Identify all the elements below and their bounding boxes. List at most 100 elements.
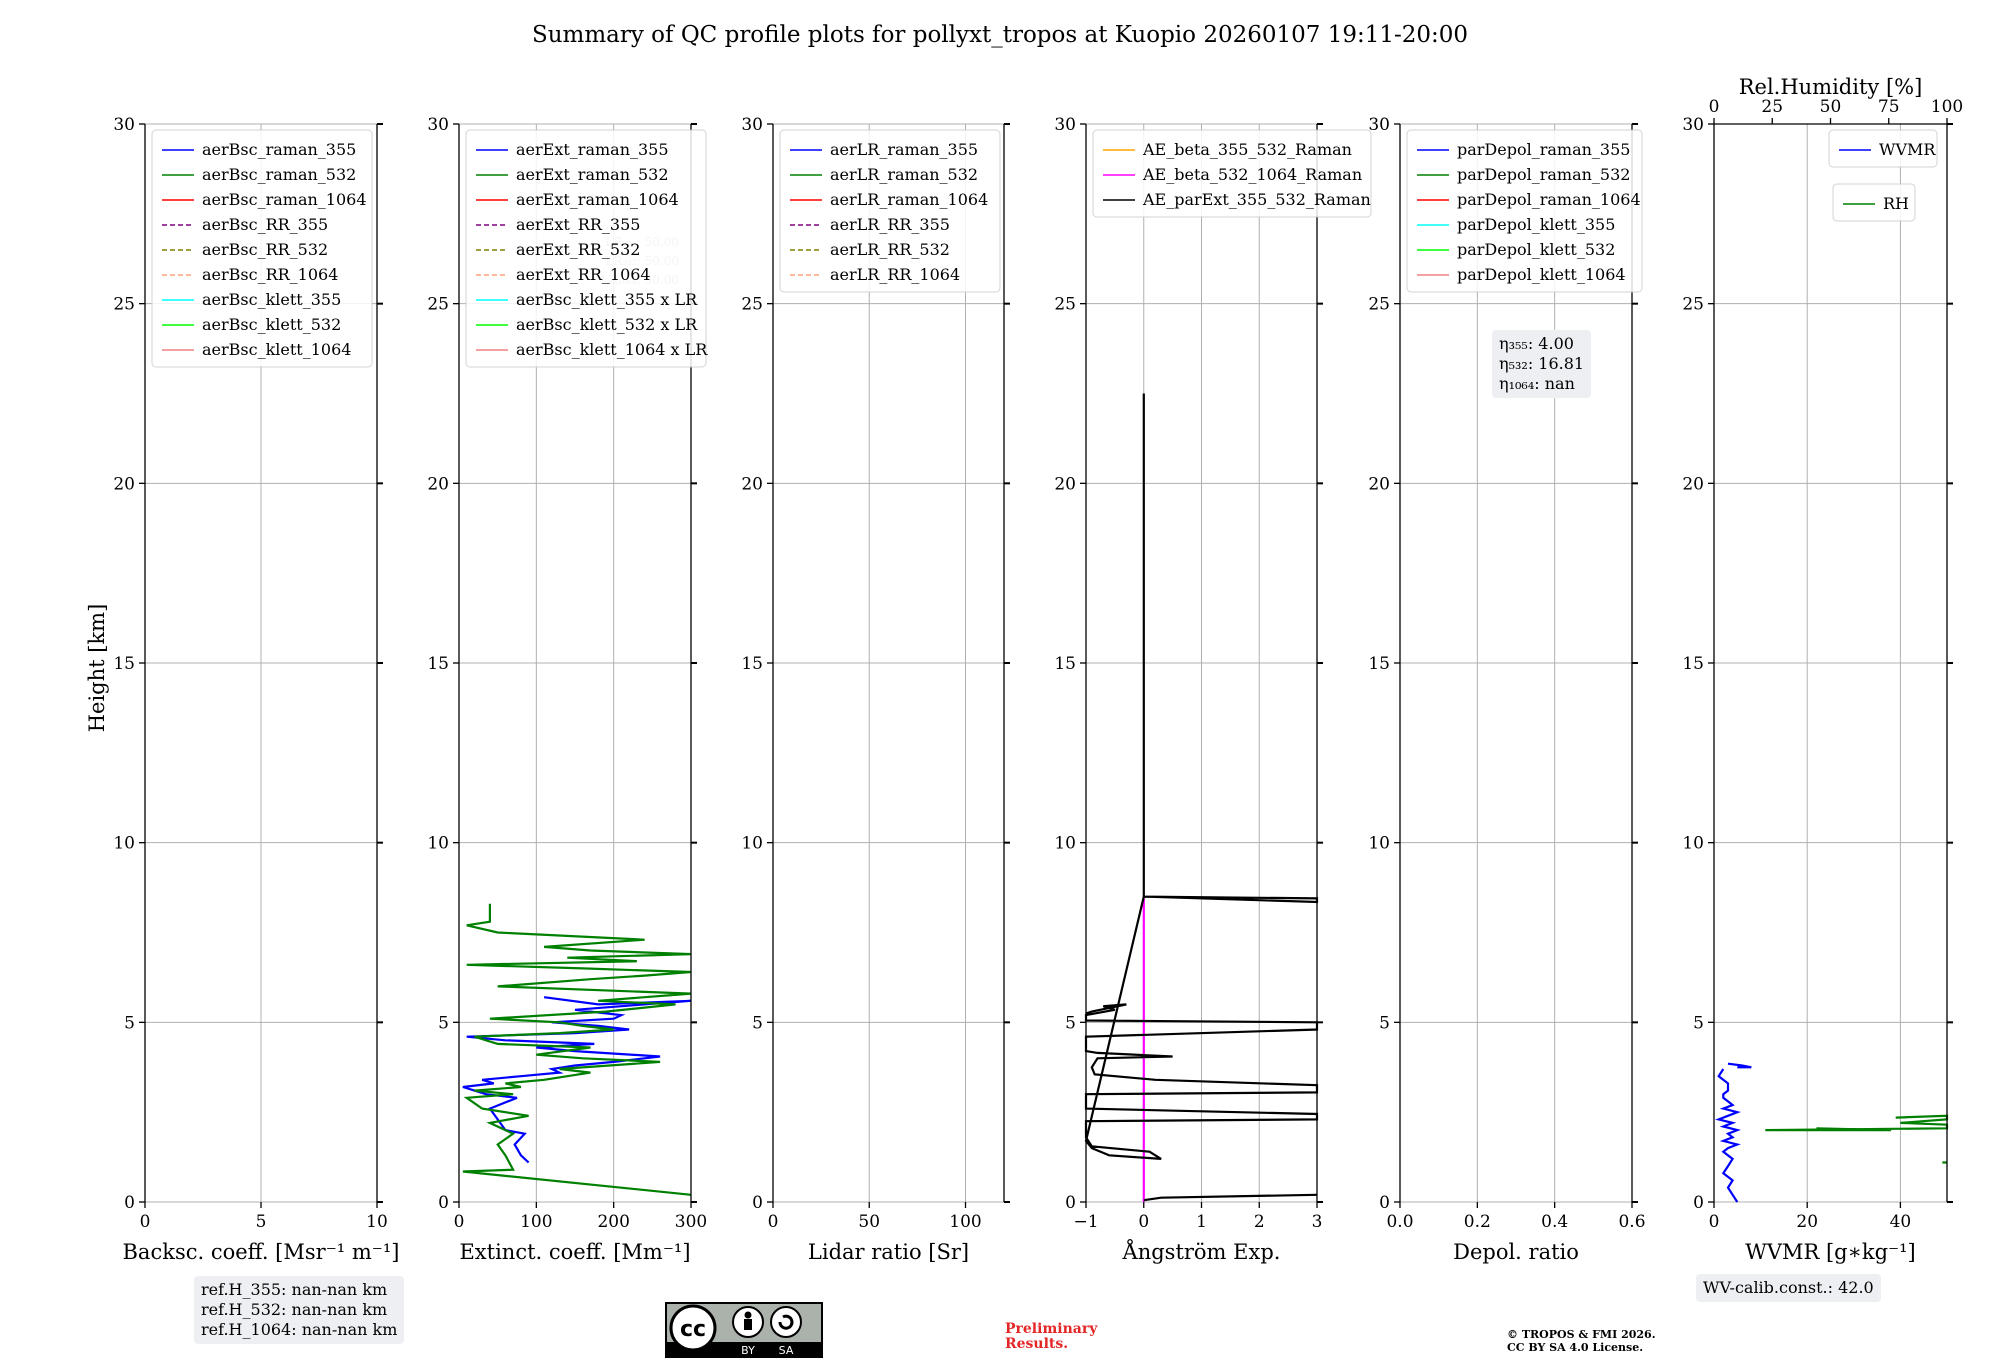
- x-tick-label: 0.6: [1618, 1212, 1645, 1232]
- legend-label: aerBsc_RR_1064: [202, 265, 338, 284]
- panel-lr: 0 5 10 15 20 25 30 0 50 100 Lidar ratio [Sr] aerLR_…: [741, 115, 1010, 1264]
- legend-label: parDepol_klett_1064: [1457, 265, 1626, 284]
- y-tick-label: 30: [1682, 115, 1704, 135]
- eta-532: η₅₃₂: 16.81: [1499, 354, 1585, 373]
- y-tick-label: 5: [752, 1013, 763, 1033]
- figure-title: Summary of QC profile plots for pollyxt_…: [531, 22, 1469, 48]
- x-tick-label: −1: [1073, 1212, 1098, 1232]
- preliminary-line1: Preliminary: [1005, 1321, 1098, 1337]
- legend-label: parDepol_klett_532: [1457, 240, 1615, 259]
- copyright-line1: © TROPOS & FMI 2026.: [1507, 1328, 1656, 1341]
- legend-label: aerExt_RR_532: [516, 240, 640, 259]
- y-tick-label: 0: [1693, 1193, 1704, 1213]
- x-axis-label: Backsc. coeff. [Msr⁻¹ m⁻¹]: [123, 1240, 400, 1264]
- y-tick-label: 30: [427, 115, 449, 135]
- legend-label: aerBsc_RR_355: [202, 215, 328, 234]
- x-tick-label: 0.2: [1464, 1212, 1491, 1232]
- top-x-tick-label: 0: [1709, 97, 1720, 117]
- x-tick-label: 10: [366, 1212, 388, 1232]
- y-tick-label: 15: [427, 654, 449, 674]
- eta-info-box: η₃₅₅: 4.00 η₅₃₂: 16.81 η₁₀₆₄: nan: [1492, 330, 1592, 398]
- legend-label: parDepol_raman_532: [1457, 165, 1630, 184]
- legend-label: aerExt_RR_1064: [516, 265, 651, 284]
- series-WVMR: [1715, 1068, 1741, 1203]
- x-axis-label: Depol. ratio: [1453, 1240, 1579, 1264]
- x-axis-label: Extinct. coeff. [Mm⁻¹]: [459, 1240, 690, 1264]
- y-tick-label: 0: [752, 1193, 763, 1213]
- legend-label: aerLR_RR_532: [830, 240, 950, 259]
- x-tick-label: 40: [1890, 1212, 1912, 1232]
- y-tick-label: 15: [1368, 654, 1390, 674]
- x-tick-label: 0: [1138, 1212, 1149, 1232]
- y-tick-label: 20: [741, 474, 763, 494]
- cc-by: BY: [741, 1344, 755, 1357]
- legend-label: WVMR: [1879, 140, 1936, 159]
- x-tick-label: 0: [1709, 1212, 1720, 1232]
- legend-label: parDepol_klett_355: [1457, 215, 1615, 234]
- legend-box: [1832, 183, 1916, 222]
- x-tick-label: 0: [768, 1212, 779, 1232]
- legend-label: aerBsc_klett_355 x LR: [516, 290, 698, 309]
- y-tick-label: 20: [1368, 474, 1390, 494]
- legend-box: [151, 129, 373, 368]
- y-tick-label: 0: [438, 1193, 449, 1213]
- y-tick-label: 30: [1368, 115, 1390, 135]
- x-tick-label: 0: [454, 1212, 465, 1232]
- by-icon: [744, 1311, 752, 1319]
- x-tick-label: 2: [1254, 1212, 1265, 1232]
- y-tick-label: 30: [1054, 115, 1076, 135]
- legend-label: parDepol_raman_355: [1457, 140, 1630, 159]
- legend-label: aerLR_RR_355: [830, 215, 950, 234]
- ref-h-1064: ref.H_1064: nan-nan km: [201, 1320, 398, 1339]
- y-tick-label: 20: [1054, 474, 1076, 494]
- x-tick-label: 100: [949, 1212, 981, 1232]
- legend-label: aerExt_raman_532: [516, 165, 669, 184]
- legend-label: parDepol_raman_1064: [1457, 190, 1641, 209]
- y-tick-label: 10: [113, 834, 135, 854]
- sa-icon: [778, 1314, 794, 1330]
- y-tick-label: 25: [113, 295, 135, 315]
- x-axis-label: Lidar ratio [Sr]: [808, 1240, 969, 1264]
- x-tick-label: 20: [1796, 1212, 1818, 1232]
- y-tick-label: 25: [1368, 295, 1390, 315]
- x-tick-label: 300: [675, 1212, 707, 1232]
- preliminary-line2: Results.: [1005, 1336, 1069, 1352]
- legend-label: aerLR_RR_1064: [830, 265, 960, 284]
- panel-depol: 0 5 10 15 20 25 30 0.0 0.2 0.4 0.6 Depol. ratio parD…: [1368, 115, 1645, 1264]
- y-tick-label: 5: [1379, 1013, 1390, 1033]
- x-tick-label: 50: [858, 1212, 880, 1232]
- y-tick-label: 5: [124, 1013, 135, 1033]
- x-tick-label: 3: [1312, 1212, 1323, 1232]
- y-tick-label: 10: [1368, 834, 1390, 854]
- legend-label: AE_beta_355_532_Raman: [1142, 140, 1352, 159]
- y-tick-label: 10: [1054, 834, 1076, 854]
- legend-label: aerBsc_raman_355: [202, 140, 356, 159]
- eta-1064: η₁₀₆₄: nan: [1499, 374, 1575, 393]
- copyright-line2: CC BY SA 4.0 License.: [1507, 1341, 1644, 1354]
- y-tick-label: 0: [1379, 1193, 1390, 1213]
- y-tick-label: 30: [113, 115, 135, 135]
- copyright-note: © TROPOS & FMI 2026. CC BY SA 4.0 Licens…: [1507, 1328, 1656, 1354]
- x-tick-label: 200: [597, 1212, 629, 1232]
- x-axis-label: WVMR [g∗kg⁻¹]: [1745, 1240, 1916, 1264]
- y-tick-label: 25: [1682, 295, 1704, 315]
- y-tick-label: 10: [741, 834, 763, 854]
- top-x-tick-label: 75: [1878, 97, 1900, 117]
- legend-label: aerBsc_RR_532: [202, 240, 328, 259]
- legend-label: aerExt_raman_355: [516, 140, 669, 159]
- cc-sa: SA: [779, 1344, 794, 1357]
- x-tick-label: 0.0: [1386, 1212, 1413, 1232]
- preliminary-note: Preliminary Results.: [1005, 1322, 1097, 1352]
- legend-box: [779, 129, 1001, 293]
- y-tick-label: 5: [438, 1013, 449, 1033]
- y-tick-label: 0: [124, 1193, 135, 1213]
- y-tick-label: 15: [113, 654, 135, 674]
- legend-box: [1828, 129, 1938, 168]
- y-tick-label: 15: [741, 654, 763, 674]
- y-tick-label: 0: [1065, 1193, 1076, 1213]
- eta-355: η₃₅₅: 4.00: [1499, 334, 1574, 353]
- y-tick-label: 5: [1693, 1013, 1704, 1033]
